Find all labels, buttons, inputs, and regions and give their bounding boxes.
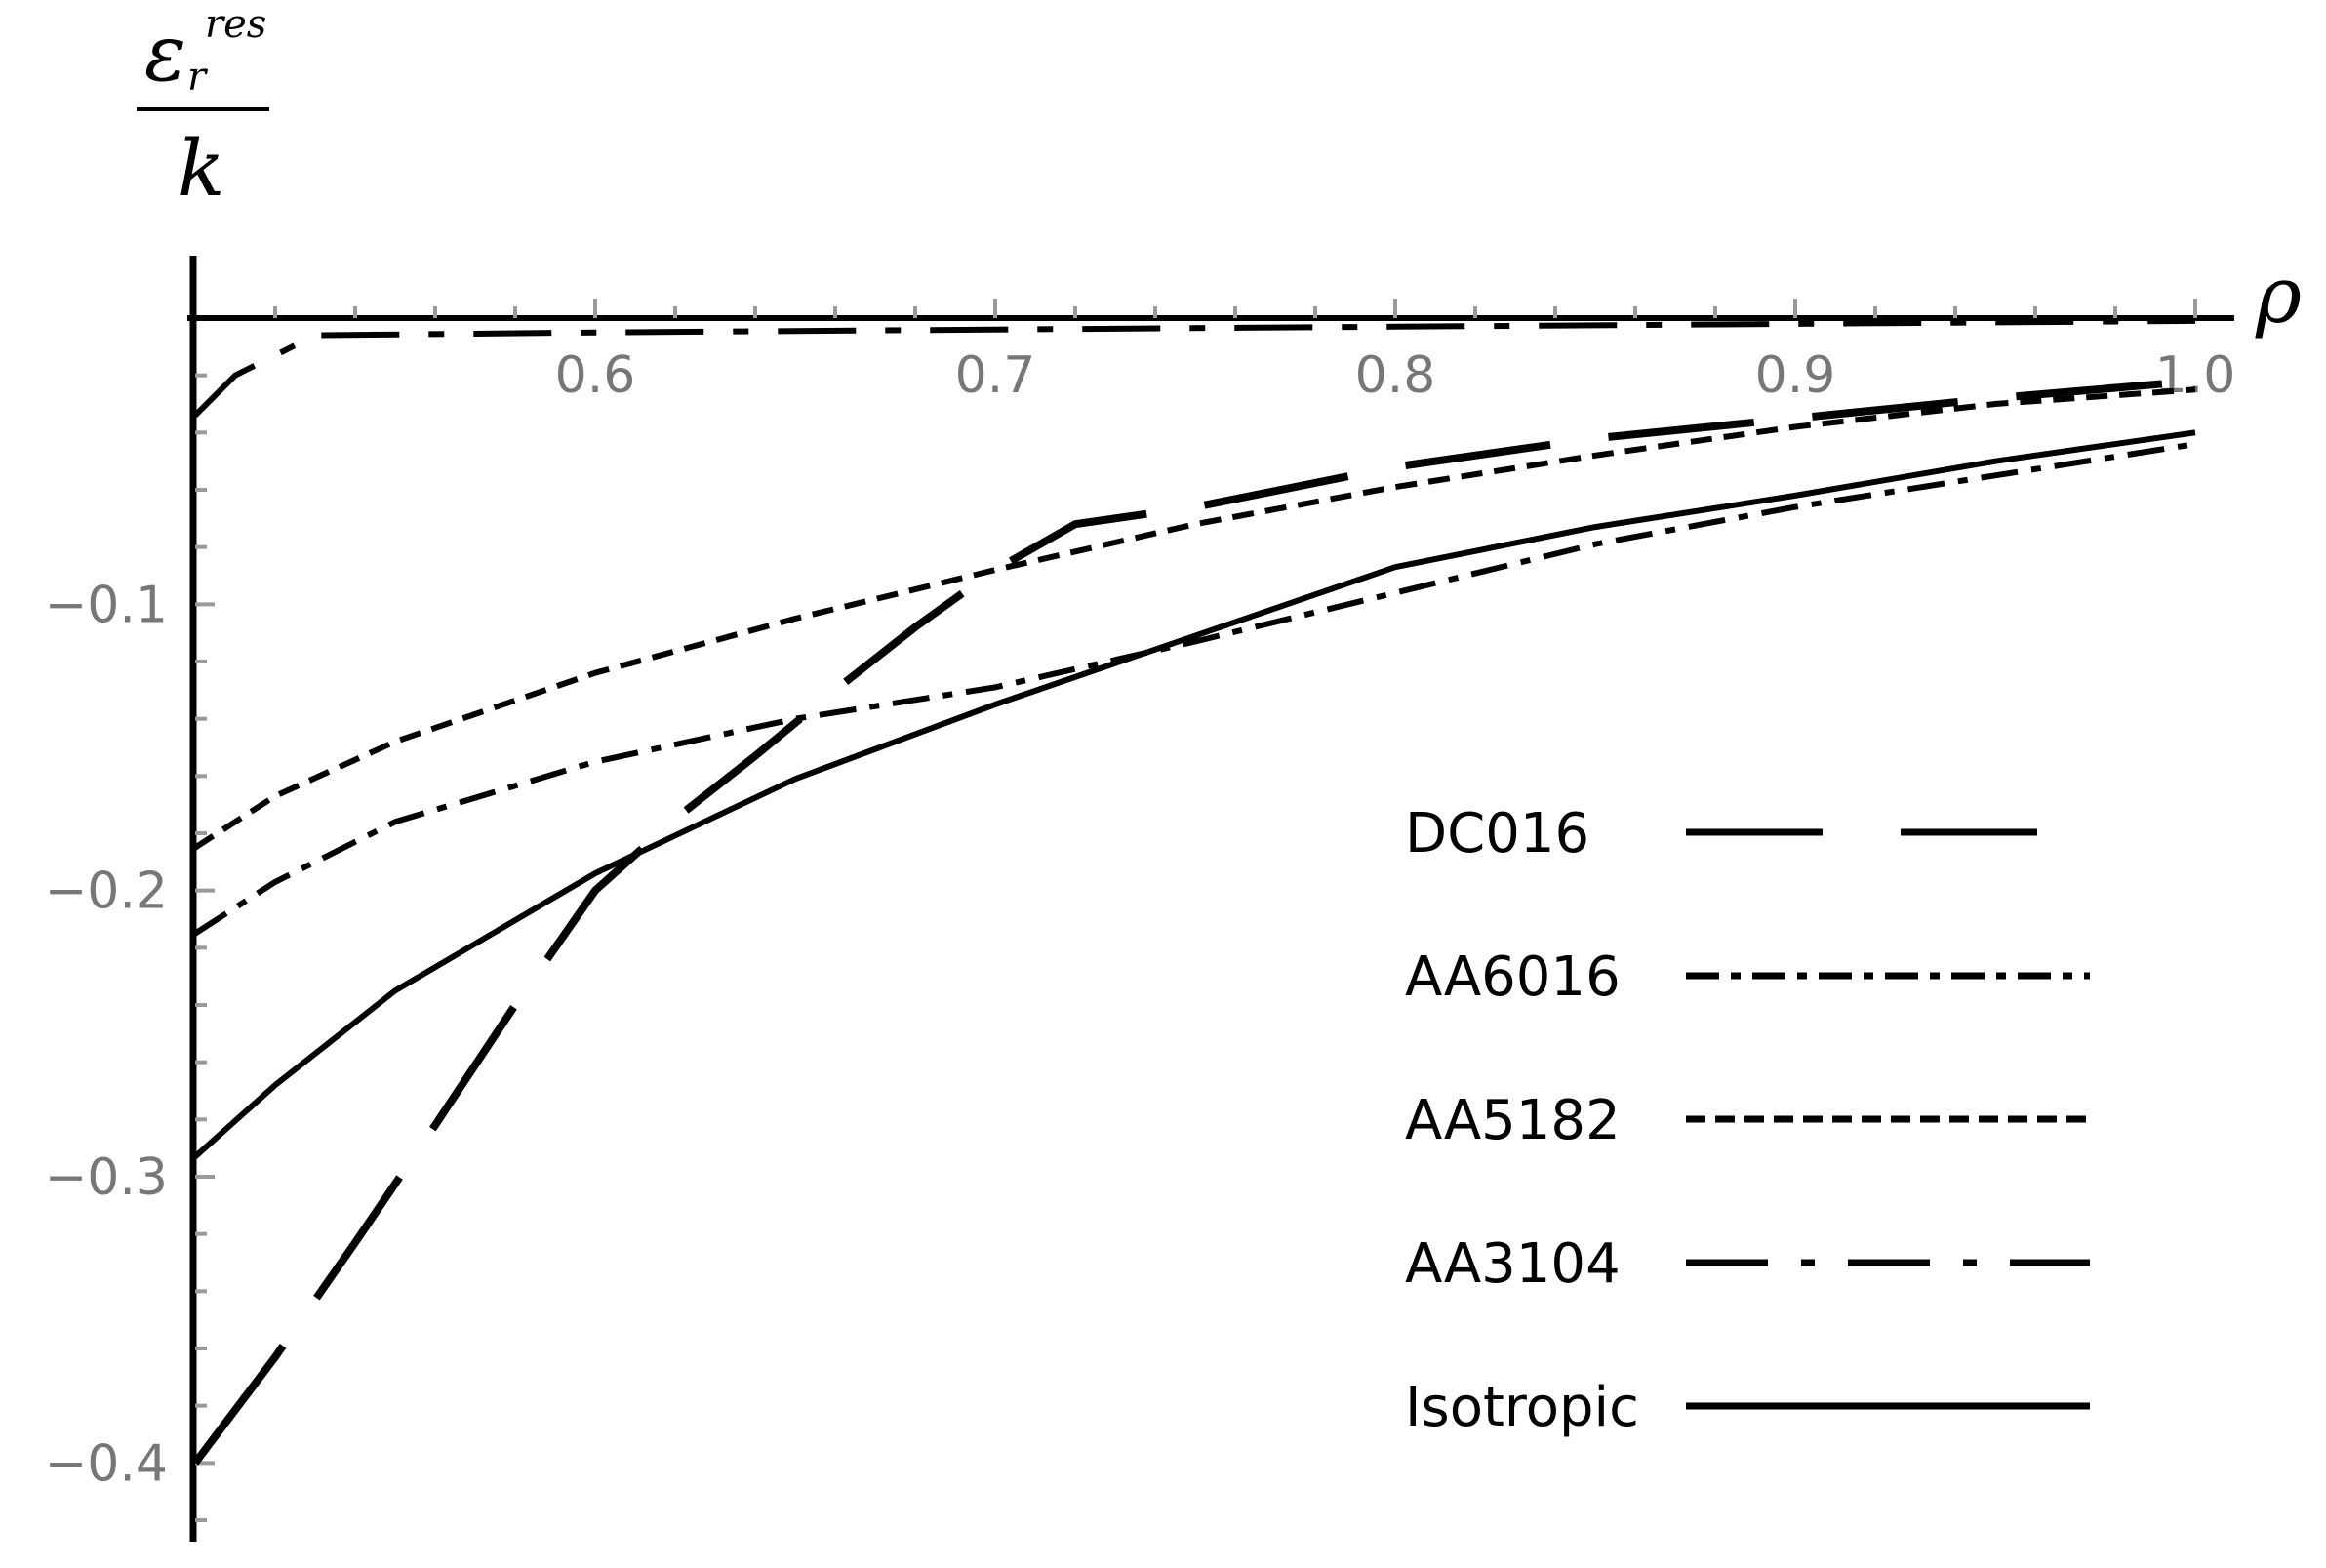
y-tick-label: −0.1: [45, 576, 168, 634]
series-line-isotropic: [192, 429, 2196, 1159]
series-line-dc016: [191, 377, 2196, 1466]
x-tick-label: 1.0: [2155, 346, 2236, 405]
x-axis-label: ρ: [2255, 250, 2302, 341]
series-layer: [191, 317, 2196, 1466]
series-line-aa3104: [192, 317, 2196, 418]
y-label-symbol: ε: [144, 8, 186, 99]
series-line-aa5182: [193, 386, 2196, 851]
legend-label: AA5182: [1405, 1089, 1621, 1152]
x-tick-label: 0.9: [1755, 346, 1836, 405]
axes: 0.6 0.7 0.8 0.9 1.0 −0.1 −0.2 −0.3 −0.4: [45, 256, 2236, 1542]
legend-label: Isotropic: [1405, 1376, 1639, 1439]
y-label-superscript: res: [205, 2, 266, 47]
series-line-aa6016: [193, 441, 2196, 937]
y-label-subscript: r: [187, 55, 209, 100]
legend-label: AA3104: [1405, 1232, 1621, 1296]
legend-label: AA6016: [1405, 945, 1621, 1009]
y-tick-label: −0.3: [45, 1148, 168, 1207]
y-tick-label: −0.2: [45, 863, 168, 921]
x-tick-label: 0.8: [1355, 346, 1436, 405]
legend-label: DC016: [1405, 802, 1589, 865]
y-axis-label: ε res r k: [137, 2, 269, 214]
x-tick-label: 0.6: [555, 346, 636, 405]
legend: DC016 AA6016 AA5182 AA3104 Isotropic: [1405, 802, 2090, 1439]
y-label-denominator: k: [178, 123, 224, 214]
x-tick-label: 0.7: [955, 346, 1036, 405]
y-tick-label: −0.4: [45, 1434, 168, 1493]
